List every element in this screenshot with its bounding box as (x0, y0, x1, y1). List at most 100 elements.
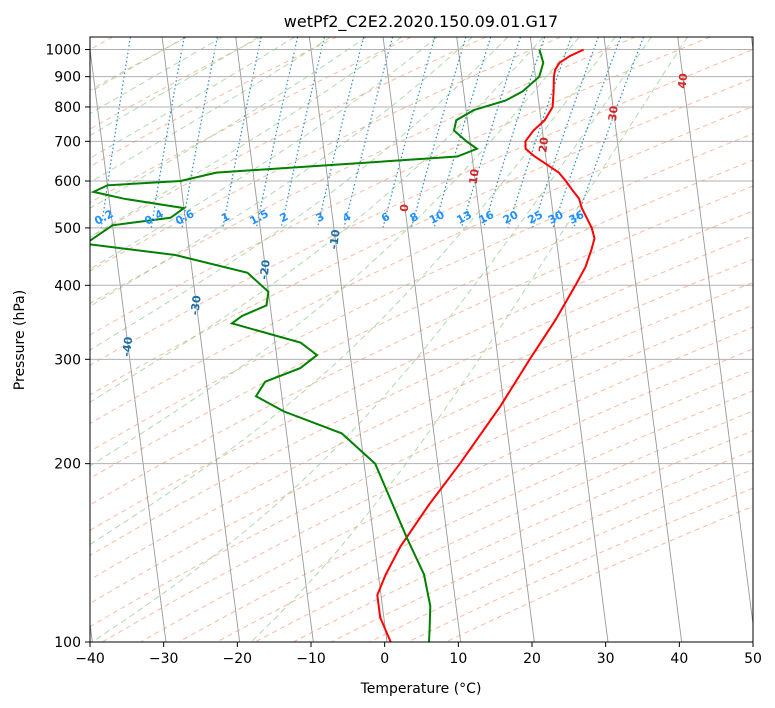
x-tick-label: 10 (449, 651, 467, 667)
mixing-ratio-label: 2 (278, 210, 291, 225)
x-tick-label: 30 (597, 651, 615, 667)
x-tick-label: 50 (744, 651, 762, 667)
isotherm-label: 0 (398, 203, 412, 213)
x-tick-label: 20 (523, 651, 541, 667)
mixing-ratio-label: 6 (379, 210, 392, 225)
x-axis-title: Temperature (°C) (360, 681, 482, 697)
mixing-ratio-line (54, 37, 80, 228)
profile-series (90, 48, 596, 642)
isotherm-lines (90, 37, 753, 642)
chart-title: wetPf2_C2E2.2020.150.09.01.G17 (284, 12, 558, 32)
dry-adiabat (90, 304, 753, 628)
moist-adiabat (90, 37, 367, 209)
mixing-ratio-line (280, 37, 326, 229)
mixing-ratio-line (483, 37, 546, 229)
mixing-ratio-label: 20 (501, 208, 521, 227)
mixing-ratio-label: 30 (546, 208, 566, 227)
moist-adiabat (90, 37, 295, 159)
y-tick-label: 400 (54, 278, 81, 294)
moist-adiabat (90, 37, 473, 307)
dry-adiabat (90, 133, 753, 452)
y-tick-label: 800 (54, 100, 81, 116)
y-axis-title: Pressure (hPa) (12, 290, 28, 390)
dry-adiabat (90, 234, 753, 556)
mixing-ratio-line (382, 37, 436, 229)
mixing-ratio-label: 1.5 (248, 207, 271, 228)
y-tick-label: 900 (54, 70, 81, 86)
y-tick-label: 700 (54, 134, 81, 150)
isotherm-line (235, 37, 314, 642)
plot-frame (89, 36, 754, 643)
mixing-ratio-label: 0.6 (173, 207, 197, 228)
mixing-ratio-line (460, 37, 522, 229)
dry-adiabat (90, 185, 753, 506)
dewpoint-profile (90, 49, 545, 642)
moist-adiabat (90, 37, 186, 93)
dry-adiabat (90, 37, 711, 336)
mixing-ratio-line (573, 37, 645, 229)
isotherm-line (382, 37, 462, 642)
x-tick-label: −20 (223, 651, 253, 667)
moist-adiabat (90, 37, 223, 115)
dry-adiabat (407, 487, 753, 642)
isotherm-label: 40 (675, 72, 690, 89)
isotherm-label: -50 (52, 380, 67, 402)
moist-adiabat (90, 37, 544, 403)
dry-adiabat (216, 390, 753, 642)
mixing-ratio-label: 4 (340, 210, 353, 225)
mixing-ratio-label: 3 (314, 210, 327, 225)
dry-adiabat (90, 77, 753, 396)
dry-adiabat (292, 430, 753, 642)
moist-adiabat (90, 37, 580, 467)
mixing-ratio-line (410, 37, 467, 229)
mixing-ratio-label: 0.4 (142, 207, 166, 228)
moist-adiabat (90, 37, 438, 270)
x-tick-label: −40 (75, 651, 105, 667)
dry-adiabat (369, 468, 753, 642)
dry-adiabat (90, 210, 753, 531)
mixing-ratio-label: 10 (427, 208, 447, 227)
dry-adiabat (90, 37, 263, 130)
dry-adiabat (102, 326, 753, 642)
moist-adiabat (91, 37, 652, 642)
pressure-gridlines (90, 49, 753, 642)
moist-adiabat (90, 37, 259, 137)
moist-adiabat (90, 37, 331, 183)
dry-adiabat (90, 37, 561, 272)
x-tick-label: 40 (670, 651, 688, 667)
mixing-ratio-label: 16 (477, 208, 497, 227)
isotherm-label: -20 (257, 259, 272, 281)
dry-adiabat (90, 37, 636, 305)
y-tick-label: 600 (54, 174, 81, 190)
isotherm-line (90, 46, 167, 642)
x-tick-label: 0 (380, 651, 389, 667)
dry-adiabat (254, 410, 753, 642)
dry-adiabat (90, 49, 753, 366)
isotherm-label: 30 (606, 105, 621, 122)
x-axis-ticks: −40 −30 −20 −10 0 10 20 30 40 50 (75, 642, 762, 667)
moist-adiabats (90, 37, 688, 642)
dry-adiabat (90, 37, 487, 239)
dry-adiabat (90, 37, 337, 168)
isotherm-line (308, 37, 388, 642)
mixing-ratio-label: 1 (219, 210, 232, 225)
isotherm-line (161, 37, 241, 642)
isotherm-line (529, 37, 609, 642)
dry-adiabat (90, 159, 753, 480)
temperature-profile (376, 48, 596, 642)
mixing-ratio-label: 25 (525, 208, 545, 227)
dry-adiabat (178, 369, 753, 642)
isotherm-label: 10 (467, 168, 482, 185)
mixing-ratio-line (531, 37, 599, 229)
mixing-ratio-label: 36 (567, 208, 587, 227)
mixing-ratio-line (222, 37, 262, 229)
isotherm-label: -40 (120, 336, 135, 358)
mixing-ratio-line (150, 37, 185, 228)
isotherm-line (456, 37, 535, 642)
mixing-ratio-label: 13 (454, 208, 474, 227)
mixing-ratio-line (316, 37, 365, 229)
plot-area: -100-90-80-70-60-50-40-30-20-10010203040… (52, 37, 753, 642)
mixing-ratio-lines (54, 37, 645, 229)
moist-adiabat (90, 37, 402, 238)
